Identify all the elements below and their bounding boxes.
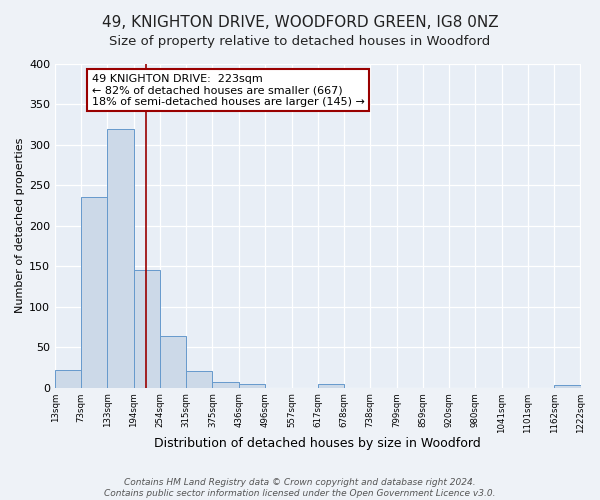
Bar bbox=[55, 370, 81, 388]
Bar bbox=[317, 384, 344, 388]
Y-axis label: Number of detached properties: Number of detached properties bbox=[15, 138, 25, 314]
Text: Contains HM Land Registry data © Crown copyright and database right 2024.
Contai: Contains HM Land Registry data © Crown c… bbox=[104, 478, 496, 498]
Text: 49, KNIGHTON DRIVE, WOODFORD GREEN, IG8 0NZ: 49, KNIGHTON DRIVE, WOODFORD GREEN, IG8 … bbox=[101, 15, 499, 30]
Text: Size of property relative to detached houses in Woodford: Size of property relative to detached ho… bbox=[109, 35, 491, 48]
Bar bbox=[187, 370, 212, 388]
Bar bbox=[239, 384, 265, 388]
Bar bbox=[134, 270, 160, 388]
Bar bbox=[554, 385, 581, 388]
Bar bbox=[212, 382, 239, 388]
Text: 49 KNIGHTON DRIVE:  223sqm
← 82% of detached houses are smaller (667)
18% of sem: 49 KNIGHTON DRIVE: 223sqm ← 82% of detac… bbox=[92, 74, 365, 107]
Bar bbox=[81, 196, 107, 388]
X-axis label: Distribution of detached houses by size in Woodford: Distribution of detached houses by size … bbox=[154, 437, 481, 450]
Bar bbox=[160, 336, 187, 388]
Bar bbox=[107, 128, 134, 388]
